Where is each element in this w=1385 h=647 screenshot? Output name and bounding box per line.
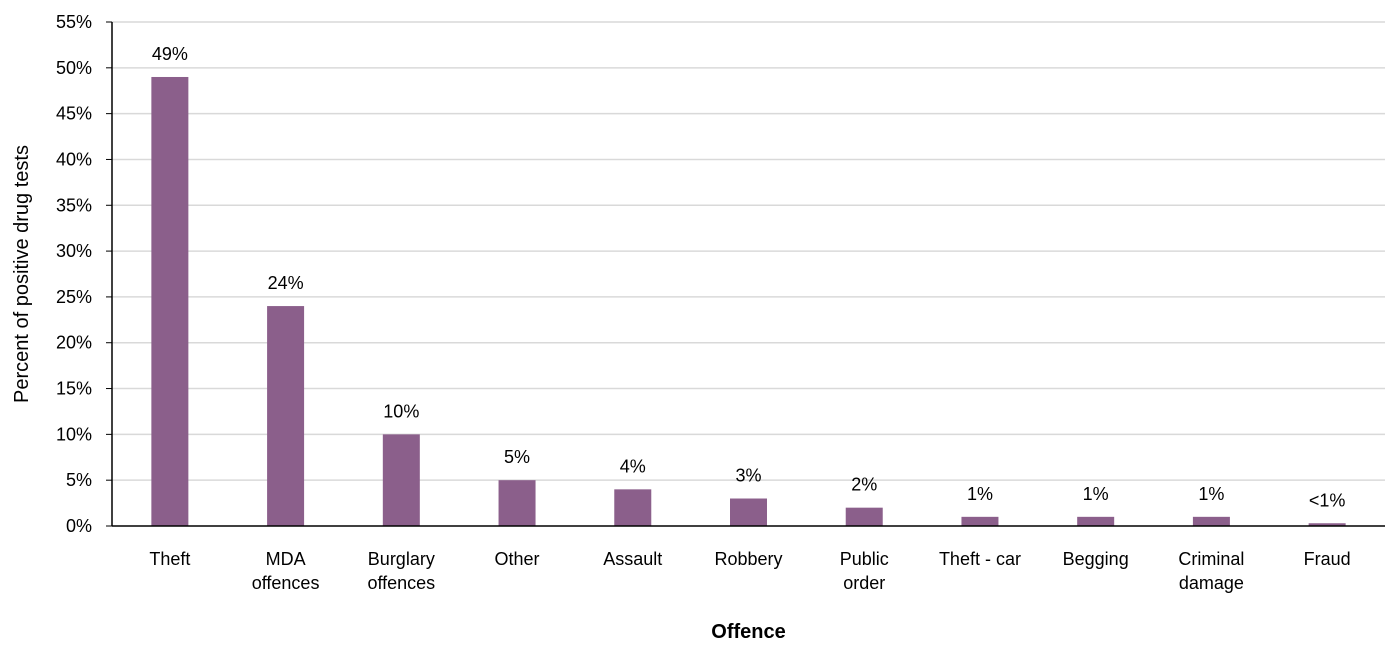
y-tick-label: 40% xyxy=(56,149,92,169)
y-tick-label: 20% xyxy=(56,333,92,353)
data-label: 24% xyxy=(268,273,304,293)
bar xyxy=(961,516,999,526)
bar xyxy=(614,489,652,526)
bars xyxy=(151,76,1346,527)
x-axis-categories: Theft MDA offences Burglary offences Other Ass… xyxy=(149,549,1350,593)
x-category-label: Criminal damage xyxy=(1178,549,1244,593)
x-category-label: Public order xyxy=(840,549,889,593)
x-category-label: Fraud xyxy=(1304,549,1351,569)
gridlines xyxy=(112,21,1385,481)
y-tick-label: 50% xyxy=(56,58,92,78)
y-tick-label: 5% xyxy=(66,470,92,490)
data-label: 49% xyxy=(152,44,188,64)
y-tick-label: 15% xyxy=(56,379,92,399)
data-label: 5% xyxy=(504,447,530,467)
y-tick-label: 45% xyxy=(56,104,92,124)
bar xyxy=(1077,516,1115,526)
bar xyxy=(498,480,536,526)
data-label: 2% xyxy=(851,475,877,495)
data-label: 10% xyxy=(383,401,419,421)
bar xyxy=(382,434,420,526)
bar xyxy=(1308,523,1346,526)
y-tick-label: 0% xyxy=(66,516,92,536)
x-category-label: Assault xyxy=(603,549,662,569)
x-category-label: Theft - car xyxy=(939,549,1021,569)
y-axis-title: Percent of positive drug tests xyxy=(11,145,33,403)
data-label: <1% xyxy=(1309,490,1346,510)
bar xyxy=(267,306,305,526)
y-tick-label: 10% xyxy=(56,424,92,444)
y-tick-label: 30% xyxy=(56,241,92,261)
y-tick-label: 25% xyxy=(56,287,92,307)
data-label: 1% xyxy=(1083,484,1109,504)
y-axis-ticks: 0% 5% 10% 15% 20% 25% 30% 35% 40% 45% 50% 55% xyxy=(56,12,112,536)
data-label: 4% xyxy=(620,456,646,476)
x-category-label: Begging xyxy=(1063,549,1129,569)
x-category-label: Other xyxy=(495,549,540,569)
bar xyxy=(730,498,767,526)
x-axis-title: Offence xyxy=(711,621,785,642)
x-category-label: Theft xyxy=(149,549,190,569)
data-label: 1% xyxy=(1198,484,1224,504)
bar xyxy=(151,76,189,527)
data-labels: 49% 24% 10% 5% 4% 3% 2% 1% 1% 1% <1% xyxy=(152,44,1346,510)
data-label: 1% xyxy=(967,484,993,504)
y-tick-label: 35% xyxy=(56,195,92,215)
y-tick-label: 55% xyxy=(56,12,92,32)
x-category-label: MDA offences xyxy=(252,549,320,593)
data-label: 3% xyxy=(735,466,761,486)
bar xyxy=(1192,516,1230,526)
x-category-label: Robbery xyxy=(714,549,782,569)
x-category-label: Burglary offences xyxy=(367,549,435,593)
bar xyxy=(845,507,883,526)
